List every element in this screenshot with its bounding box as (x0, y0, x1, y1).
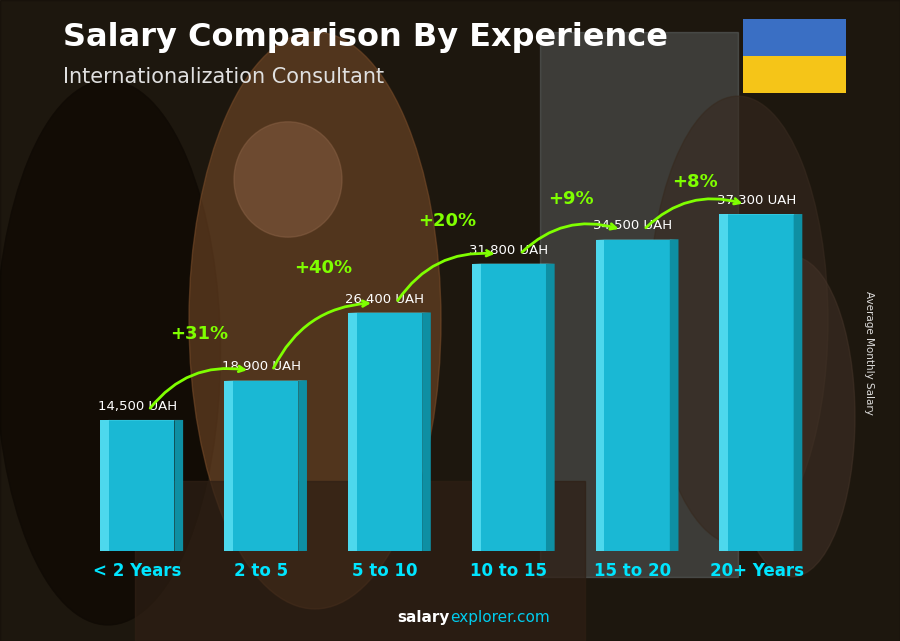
Ellipse shape (234, 122, 342, 237)
Bar (224, 381, 233, 551)
Text: +9%: +9% (548, 190, 594, 208)
Bar (742, 19, 846, 56)
Ellipse shape (729, 256, 855, 577)
Bar (540, 32, 738, 577)
Polygon shape (422, 312, 431, 551)
Ellipse shape (0, 80, 220, 625)
Bar (347, 313, 422, 551)
Polygon shape (298, 380, 307, 551)
Text: 37,300 UAH: 37,300 UAH (717, 194, 796, 207)
Bar (596, 240, 670, 551)
Bar (224, 381, 298, 551)
Text: +31%: +31% (170, 325, 229, 343)
Polygon shape (670, 239, 679, 551)
Bar (719, 214, 794, 551)
Text: 18,900 UAH: 18,900 UAH (221, 360, 301, 374)
Text: 14,500 UAH: 14,500 UAH (98, 400, 177, 413)
Text: +20%: +20% (418, 212, 476, 229)
Ellipse shape (189, 32, 441, 609)
Bar (719, 214, 728, 551)
Text: 31,800 UAH: 31,800 UAH (469, 244, 548, 257)
Text: Salary Comparison By Experience: Salary Comparison By Experience (63, 22, 668, 53)
Text: +40%: +40% (294, 259, 352, 277)
Bar (742, 56, 846, 93)
Text: salary: salary (398, 610, 450, 625)
Bar (472, 264, 546, 551)
Polygon shape (794, 214, 802, 551)
Bar (596, 240, 605, 551)
Bar (135, 481, 585, 641)
Polygon shape (546, 263, 554, 551)
Text: explorer.com: explorer.com (450, 610, 550, 625)
Text: +8%: +8% (671, 173, 717, 191)
Text: Average Monthly Salary: Average Monthly Salary (863, 290, 874, 415)
Polygon shape (175, 420, 183, 551)
Text: Internationalization Consultant: Internationalization Consultant (63, 67, 384, 87)
Ellipse shape (648, 96, 828, 545)
Text: 34,500 UAH: 34,500 UAH (593, 219, 672, 233)
Bar (472, 264, 481, 551)
Bar (100, 420, 109, 551)
Bar (100, 420, 175, 551)
Text: 26,400 UAH: 26,400 UAH (346, 293, 425, 306)
Bar (347, 313, 356, 551)
